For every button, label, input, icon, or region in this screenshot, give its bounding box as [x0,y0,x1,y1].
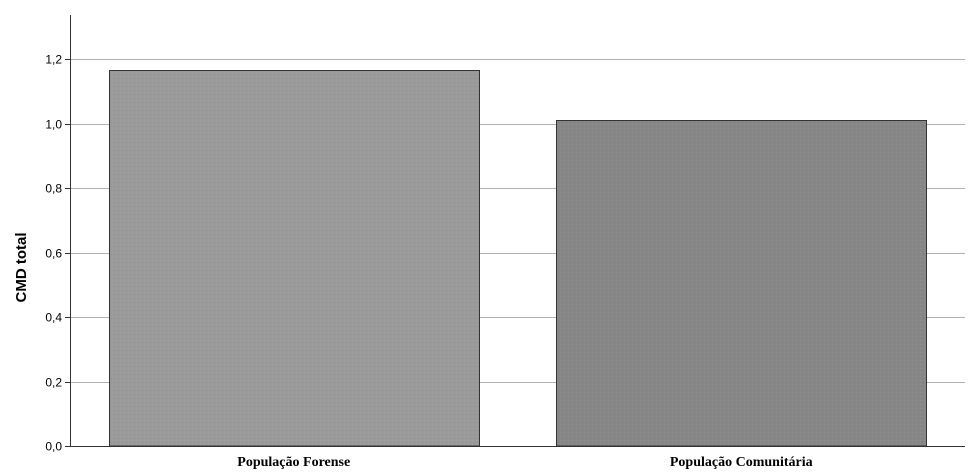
y-tick-label: 1,0 [45,118,62,132]
bar-2 [556,120,927,447]
axes [65,15,965,447]
bar-1 [109,70,480,447]
y-tick-label: 0,0 [45,440,62,454]
y-tick-label: 0,2 [45,376,62,390]
x-category-label: População Forense [237,455,350,470]
x-category-label: População Comunitária [670,455,813,470]
y-axis-label: CMD total [13,233,30,303]
y-tick-label: 1,2 [45,53,62,67]
bars [109,70,927,447]
labels: 0,0 0,2 0,4 0,6 0,8 1,0 1,2 População Forense Po… [13,53,813,471]
y-tick-label: 0,6 [45,247,62,261]
y-tick-label: 0,8 [45,182,62,196]
y-tick-label: 0,4 [45,311,62,325]
